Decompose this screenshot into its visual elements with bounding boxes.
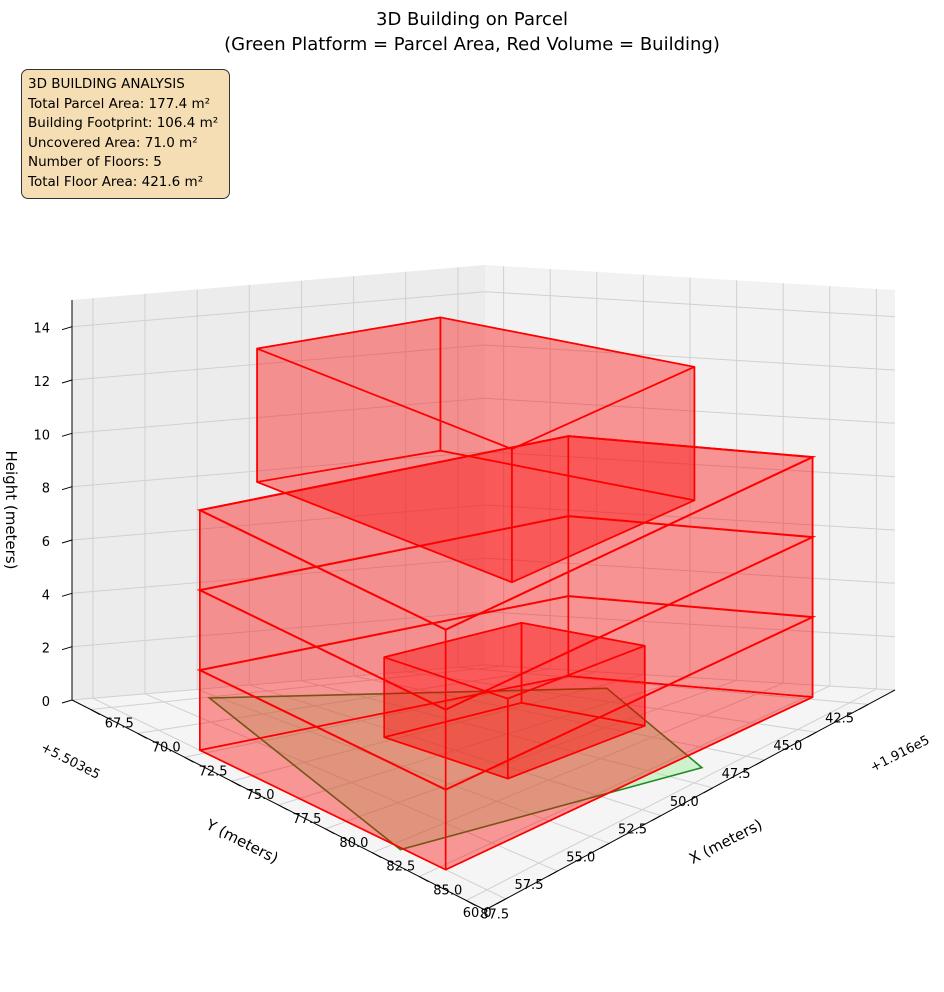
y-tick-1 bbox=[807, 731, 817, 738]
x-tick-label-3: 75.0 bbox=[246, 788, 275, 803]
x-tick-label-0: 67.5 bbox=[105, 717, 134, 732]
x-tick-0 bbox=[90, 709, 101, 715]
info-line-parcel-area: Total Parcel Area: 177.4 m² bbox=[28, 95, 211, 112]
x-tick-label-1: 70.0 bbox=[152, 740, 181, 755]
z-tick-3 bbox=[61, 539, 73, 544]
grid-z-2 bbox=[71, 557, 896, 594]
x-tick-4 bbox=[278, 804, 288, 811]
y-tick-label-2: 47.5 bbox=[722, 767, 751, 782]
x-tick-2 bbox=[184, 756, 194, 763]
grid-z-4 bbox=[71, 451, 896, 488]
building-volume-1-top bbox=[256, 316, 696, 450]
x-tick-3 bbox=[231, 780, 241, 787]
z-tick-5 bbox=[61, 432, 73, 437]
z-tick-7 bbox=[61, 326, 73, 331]
z-tick-label-4: 8 bbox=[42, 482, 50, 497]
y-tick-label-1: 45.0 bbox=[773, 739, 802, 754]
y-tick-label-0: 42.5 bbox=[825, 711, 854, 726]
volumes bbox=[196, 316, 817, 871]
grid-z-3 bbox=[71, 504, 896, 541]
y-tick-label-7: 60.0 bbox=[463, 906, 492, 921]
x-tick-label-6: 82.5 bbox=[386, 860, 415, 875]
y-tick-2 bbox=[755, 759, 765, 766]
x-axis-label: X (meters) bbox=[686, 815, 765, 867]
z-tick-1 bbox=[61, 646, 73, 651]
x-tick-label-8: 87.5 bbox=[480, 907, 509, 922]
x-tick-label-4: 77.5 bbox=[293, 812, 322, 827]
z-tick-label-3: 6 bbox=[42, 535, 50, 550]
chart-subtitle: (Green Platform = Parcel Area, Red Volum… bbox=[224, 34, 720, 55]
y-tick-5 bbox=[599, 842, 610, 849]
info-line-floor-area: Total Floor Area: 421.6 m² bbox=[28, 173, 204, 190]
floor-line-2 bbox=[196, 435, 817, 631]
pane-left bbox=[72, 265, 485, 700]
building-volume-2-top bbox=[383, 621, 646, 700]
grid-z-7 bbox=[71, 291, 896, 328]
x-tick-1 bbox=[137, 732, 147, 739]
x-tick-8 bbox=[465, 900, 476, 906]
z-tick-label-2: 4 bbox=[42, 588, 50, 603]
z-axis-label: Height (meters) bbox=[2, 451, 20, 570]
floor-line-0 bbox=[196, 595, 817, 791]
y-tick-7 bbox=[496, 898, 506, 905]
x-offset-label: +1.916e5 bbox=[868, 733, 932, 776]
z-tick-label-0: 0 bbox=[42, 695, 50, 710]
x-tick-5 bbox=[325, 828, 335, 835]
info-line-floors: Number of Floors: 5 bbox=[28, 154, 162, 170]
grid-z-0 bbox=[71, 664, 896, 701]
info-line-heading: 3D BUILDING ANALYSIS bbox=[28, 76, 185, 92]
parcel-platform bbox=[207, 687, 704, 851]
x-tick-label-5: 80.0 bbox=[339, 836, 368, 851]
z-tick-label-7: 14 bbox=[33, 322, 50, 337]
chart-title: 3D Building on Parcel bbox=[376, 9, 568, 30]
z-tick-label-1: 2 bbox=[42, 642, 50, 657]
grid-z-6 bbox=[71, 344, 896, 381]
tick-marks: 67.5 70.0 72.5 75.0 77.5 80.0 82.5 85.0 87.5 42.5… bbox=[33, 322, 869, 922]
z-tick-0 bbox=[61, 699, 73, 704]
x-tick-label-7: 85.0 bbox=[433, 884, 462, 899]
y-tick-label-5: 55.0 bbox=[566, 850, 595, 865]
z-tick-4 bbox=[61, 486, 73, 491]
y-axis-label: Y (meters) bbox=[202, 815, 281, 867]
axis-panes bbox=[72, 265, 895, 910]
y-tick-label-6: 57.5 bbox=[515, 878, 544, 893]
z-tick-6 bbox=[61, 379, 73, 384]
z-tick-label-6: 12 bbox=[33, 375, 50, 390]
y-tick-3 bbox=[703, 787, 714, 794]
info-line-footprint: Building Footprint: 106.4 m² bbox=[28, 115, 219, 131]
x-tick-label-2: 72.5 bbox=[199, 764, 228, 779]
pane-floor bbox=[72, 665, 895, 910]
y-tick-label-4: 52.5 bbox=[618, 823, 647, 838]
grid-z-5 bbox=[71, 397, 896, 434]
info-line-uncovered: Uncovered Area: 71.0 m² bbox=[28, 134, 198, 151]
y-tick-6 bbox=[548, 870, 558, 877]
z-tick-2 bbox=[61, 592, 73, 597]
y-tick-4 bbox=[651, 815, 662, 821]
z-tick-label-5: 10 bbox=[33, 428, 50, 443]
analysis-info-box: 3D BUILDING ANALYSIS Total Parcel Area: … bbox=[21, 69, 230, 199]
y-tick-label-3: 50.0 bbox=[670, 795, 699, 810]
floor-line-1 bbox=[196, 515, 817, 711]
y-tick-0 bbox=[858, 704, 869, 710]
x-tick-6 bbox=[372, 852, 382, 859]
x-tick-7 bbox=[419, 876, 429, 883]
y-offset-label: +5.503e5 bbox=[38, 740, 102, 783]
